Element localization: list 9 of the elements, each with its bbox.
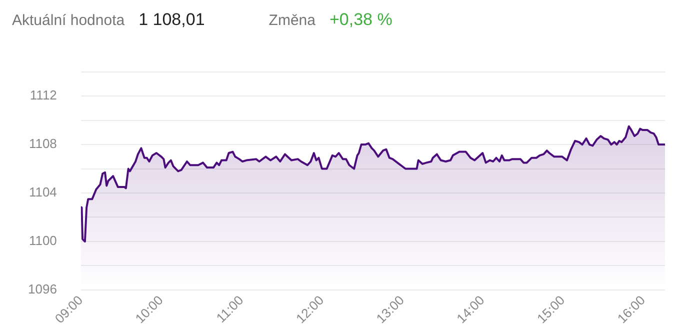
y-tick-label: 1108	[28, 136, 57, 152]
text: Aktuální hodnota	[12, 12, 125, 28]
y-tick-label: 1100	[28, 233, 57, 248]
y-tick-label: 1096	[28, 282, 57, 297]
y-tick-label: 1104	[28, 184, 57, 200]
text: +0,38 %	[329, 10, 392, 30]
text: Změna	[268, 12, 316, 28]
y-tick-label: 1112	[30, 88, 57, 103]
text: 1 108,01	[138, 10, 205, 30]
